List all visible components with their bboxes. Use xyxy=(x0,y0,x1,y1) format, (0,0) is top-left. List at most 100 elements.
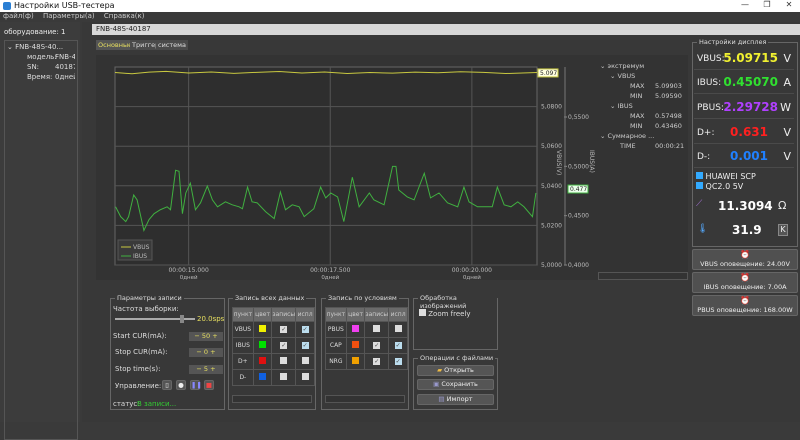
summary-node[interactable]: ⌄ Суммарное ... xyxy=(600,132,655,140)
ibus-alarm-button[interactable]: ⏰ IBUS оповещение: 7.00A xyxy=(692,272,798,293)
unit: V xyxy=(783,52,791,65)
record-checkbox[interactable]: ✓ xyxy=(373,342,381,349)
record-checkbox[interactable]: ✓ xyxy=(373,358,381,365)
y-left-tick-label: 5,0800 xyxy=(541,104,562,111)
pbus-readout: PBUS: 2.29728 W xyxy=(694,97,794,119)
column-header[interactable]: пункт xyxy=(232,307,254,322)
alarm-icon: ⏰ xyxy=(740,296,750,305)
tab-system[interactable]: система xyxy=(156,40,189,50)
zoom-freely-checkbox[interactable]: Zoom freely xyxy=(419,309,471,318)
group-title: Параметры записи xyxy=(115,294,184,302)
column-header[interactable]: испл xyxy=(388,307,408,322)
show-checkbox[interactable] xyxy=(394,325,402,332)
color-swatch[interactable] xyxy=(352,357,360,364)
show-cell[interactable]: ✓ xyxy=(295,321,315,338)
minimize-button[interactable]: — xyxy=(741,0,749,9)
stop-cur-stepper[interactable]: − 0 + xyxy=(189,348,223,357)
show-cell[interactable] xyxy=(295,353,315,370)
extremum-node[interactable]: ⌄ экстремум xyxy=(600,62,645,70)
record-cell[interactable] xyxy=(364,321,390,338)
column-header[interactable]: записы xyxy=(271,307,297,322)
sample-rate-value: 20.0sps xyxy=(197,315,225,323)
show-checkbox[interactable]: ✓ xyxy=(301,342,309,349)
color-cell[interactable] xyxy=(252,337,273,354)
stop-button[interactable]: ■ xyxy=(204,380,214,390)
column-header[interactable]: цвет xyxy=(345,307,366,322)
cond-data-scrollbar[interactable] xyxy=(325,395,405,403)
show-cell[interactable] xyxy=(388,321,408,338)
column-header[interactable]: пункт xyxy=(325,307,347,322)
vbus-node[interactable]: ⌄ VBUS xyxy=(610,72,636,80)
color-swatch[interactable] xyxy=(259,373,267,380)
record-cell[interactable] xyxy=(271,369,297,386)
column-header[interactable]: испл xyxy=(295,307,315,322)
color-cell[interactable] xyxy=(345,337,366,354)
color-swatch[interactable] xyxy=(352,325,360,332)
record-cell[interactable]: ✓ xyxy=(271,321,297,338)
import-button[interactable]: ▤ Импорт xyxy=(417,394,494,405)
column-header[interactable]: записы xyxy=(364,307,390,322)
color-cell[interactable] xyxy=(252,369,273,386)
checkbox[interactable] xyxy=(419,309,426,316)
show-checkbox[interactable]: ✓ xyxy=(301,326,309,333)
device-sn-row: SN: 40187 xyxy=(7,63,75,73)
color-cell[interactable] xyxy=(252,321,273,338)
record-cell[interactable]: ✓ xyxy=(364,353,390,370)
start-cur-stepper[interactable]: − 50 + xyxy=(189,332,223,341)
color-swatch[interactable] xyxy=(259,357,267,364)
label: PBUS оповещение: 168.00W xyxy=(697,306,793,314)
device-node[interactable]: ⌄ FNB-48S-40... xyxy=(7,43,64,51)
record-cell[interactable]: ✓ xyxy=(271,337,297,354)
vbus-alarm-button[interactable]: ⏰ VBUS оповещение: 24.00V xyxy=(692,249,798,270)
ibus-node[interactable]: ⌄ IBUS xyxy=(610,102,633,110)
stop-time-stepper[interactable]: − 5 + xyxy=(189,365,223,374)
record-cell[interactable]: ✓ xyxy=(364,337,390,354)
record-checkbox[interactable] xyxy=(280,357,288,364)
show-cell[interactable]: ✓ xyxy=(388,353,408,370)
vbus-min-row: MIN 5.09590 xyxy=(600,92,690,102)
show-checkbox[interactable]: ✓ xyxy=(394,342,402,349)
color-cell[interactable] xyxy=(345,321,366,338)
all-data-scrollbar[interactable] xyxy=(232,395,312,403)
color-swatch[interactable] xyxy=(259,325,267,332)
show-checkbox[interactable] xyxy=(301,373,309,380)
record-button[interactable]: ● xyxy=(176,380,186,390)
show-cell[interactable] xyxy=(295,369,315,386)
slider-thumb[interactable] xyxy=(179,315,184,323)
protocol-qc: QC2.0 5V xyxy=(696,182,743,191)
menu-file[interactable]: файл(ф) xyxy=(3,12,34,20)
show-cell[interactable]: ✓ xyxy=(388,337,408,354)
new-file-button[interactable]: ▯ xyxy=(162,380,172,390)
pause-button[interactable]: ❚❚ xyxy=(190,380,202,390)
color-swatch[interactable] xyxy=(352,341,360,348)
color-swatch[interactable] xyxy=(259,341,267,348)
pbus-alarm-button[interactable]: ⏰ PBUS оповещение: 168.00W xyxy=(692,295,798,316)
color-cell[interactable] xyxy=(345,353,366,370)
voltage-current-chart[interactable]: 5,0000 5,0200 5,0400 5,0600 5,0800 0,4000 0,45… xyxy=(96,55,688,281)
table-row: D- xyxy=(232,369,315,386)
menu-help[interactable]: Справка(к) xyxy=(103,12,145,20)
tab-trigger[interactable]: Триггер xyxy=(130,40,162,50)
show-cell[interactable]: ✓ xyxy=(295,337,315,354)
sample-rate-slider[interactable] xyxy=(115,315,195,323)
color-cell[interactable] xyxy=(252,353,273,370)
value: 5.09590 xyxy=(655,92,682,100)
column-header[interactable]: цвет xyxy=(252,307,273,322)
open-button[interactable]: ▰ Открыть xyxy=(417,365,494,376)
maximize-button[interactable]: ❐ xyxy=(763,0,771,9)
record-checkbox[interactable] xyxy=(373,325,381,332)
record-checkbox[interactable]: ✓ xyxy=(280,342,288,349)
temperature-unit-button[interactable]: K xyxy=(778,224,788,236)
tab-main[interactable]: Основные xyxy=(96,40,135,50)
record-checkbox[interactable] xyxy=(280,373,288,380)
record-cell[interactable] xyxy=(271,353,297,370)
show-checkbox[interactable] xyxy=(301,357,309,364)
extremum-scrollbar[interactable] xyxy=(598,272,688,280)
close-button[interactable]: ✕ xyxy=(785,0,793,9)
show-checkbox[interactable]: ✓ xyxy=(394,358,402,365)
record-checkbox[interactable]: ✓ xyxy=(280,326,288,333)
menu-parameters[interactable]: Параметры(а) xyxy=(42,12,95,20)
label: VBUS xyxy=(617,72,636,80)
device-time-row: Время:0дней 0 xyxy=(7,73,75,83)
save-button[interactable]: ▣ Сохранить xyxy=(417,379,494,390)
